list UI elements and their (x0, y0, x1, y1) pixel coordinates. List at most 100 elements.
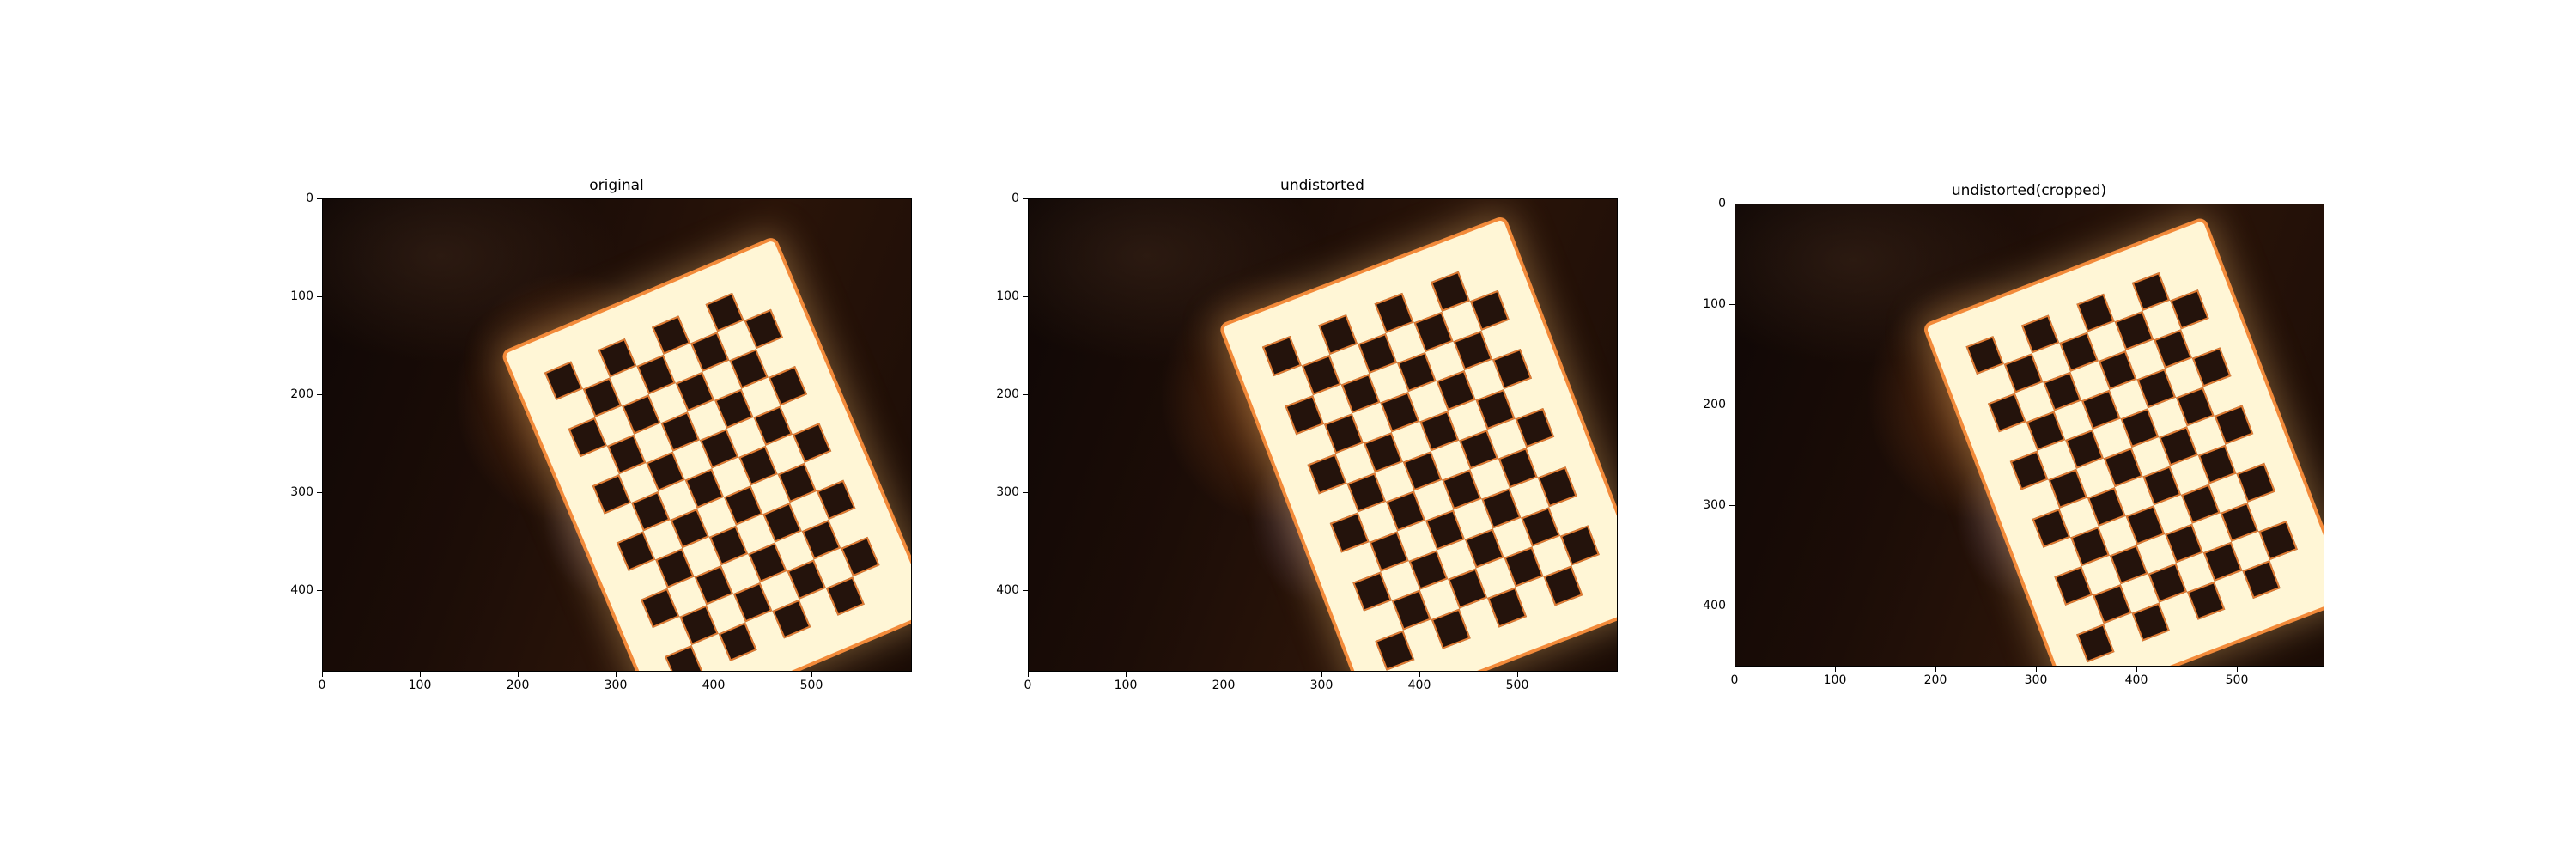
y-tick-mark (317, 296, 322, 297)
x-tick-label: 100 (1114, 679, 1138, 692)
checker-square (1285, 394, 1325, 436)
y-tick-label: 300 (1703, 498, 1726, 512)
x-tick-mark (518, 672, 519, 677)
checker-square (2043, 372, 2082, 411)
x-tick-label: 200 (506, 679, 530, 692)
checker-square (816, 479, 856, 520)
checker-square (1324, 413, 1364, 454)
x-tick-label: 400 (1407, 679, 1431, 692)
checker-square (1363, 432, 1403, 472)
x-tick-mark (2136, 667, 2137, 672)
y-tick-mark (1023, 590, 1028, 591)
checker-square (738, 445, 778, 486)
checker-square (1352, 571, 1392, 612)
checker-square (1521, 506, 1560, 547)
checker-square (1431, 608, 1471, 649)
checker-square (1397, 351, 1437, 393)
x-tick-mark (1935, 667, 1936, 672)
checker-square (568, 417, 608, 458)
checker-square (2003, 353, 2044, 393)
checker-square (2064, 430, 2104, 469)
checker-square (2186, 581, 2226, 621)
checker-square (684, 468, 725, 509)
y-tick-mark (1023, 394, 1028, 395)
checker-square (679, 605, 719, 645)
checker-square (2070, 526, 2110, 566)
checker-square (2075, 623, 2115, 663)
checker-square (2241, 559, 2281, 600)
x-tick-label: 400 (2124, 673, 2148, 687)
checker-square (748, 542, 787, 582)
checker-square (2164, 523, 2203, 564)
x-tick-label: 0 (318, 679, 326, 692)
checker-square (762, 502, 802, 543)
x-tick-label: 100 (408, 679, 432, 692)
checker-square (1318, 314, 1358, 356)
checker-square (772, 599, 811, 639)
checker-square (2103, 448, 2142, 488)
checker-square (708, 525, 749, 565)
checker-square (2175, 387, 2215, 427)
checker-square (787, 559, 826, 600)
x-tick-label: 200 (1212, 679, 1236, 692)
x-tick-mark (1835, 667, 1836, 672)
checker-square (664, 644, 704, 671)
y-tick-mark (1023, 492, 1028, 493)
x-tick-label: 500 (1505, 679, 1529, 692)
checker-square (2180, 484, 2221, 524)
x-tick-mark (1517, 672, 1518, 677)
checker-square (777, 462, 817, 503)
y-tick-mark (317, 198, 322, 199)
checker-square (2053, 565, 2093, 606)
checker-square (705, 292, 744, 332)
checker-square (2125, 505, 2165, 545)
checker-square (694, 564, 733, 606)
y-tick-label: 300 (996, 485, 1019, 499)
checker-square (1987, 393, 2026, 433)
checker-square (2075, 293, 2115, 333)
checker-square (699, 429, 739, 469)
checker-square (2220, 502, 2259, 542)
x-tick-mark (322, 672, 323, 677)
checker-square (1391, 589, 1431, 631)
y-tick-label: 200 (290, 387, 313, 401)
y-tick-mark (1729, 304, 1735, 305)
y-tick-label: 200 (996, 387, 1019, 401)
checker-square (598, 338, 637, 378)
checker-square (592, 474, 632, 515)
checker-square (724, 485, 763, 526)
checker-square (1475, 389, 1516, 430)
checker-square (655, 548, 695, 588)
checker-square (2214, 405, 2253, 445)
x-tick-mark (1419, 672, 1420, 677)
checker-square (753, 405, 793, 446)
checker-square (2048, 468, 2087, 509)
checker-square (2258, 520, 2298, 560)
checker-square (2153, 329, 2192, 369)
checker-square (732, 582, 773, 622)
x-tick-label: 300 (604, 679, 628, 692)
checker-square (1464, 527, 1504, 569)
checker-square (616, 531, 656, 571)
y-tick-mark (1023, 296, 1028, 297)
checker-square (1537, 466, 1577, 507)
panel-title: undistorted(cropped) (1951, 182, 2107, 199)
y-tick-label: 100 (290, 289, 313, 303)
checker-square (2120, 408, 2160, 448)
checker-square (582, 377, 623, 418)
y-tick-label: 0 (1012, 192, 1019, 205)
checker-square (2109, 545, 2148, 584)
checker-square (2032, 508, 2071, 548)
checker-square (1498, 448, 1538, 489)
checker-square (544, 361, 583, 401)
checker-square (1453, 330, 1493, 371)
checker-square (2131, 271, 2171, 312)
checker-square (1369, 531, 1409, 572)
checker-square (1358, 333, 1398, 374)
checker-square (670, 508, 709, 549)
image-axes (322, 198, 912, 672)
checker-square (1386, 490, 1426, 532)
checker-square (1469, 289, 1510, 331)
checker-square (651, 315, 691, 356)
checker-square (1419, 411, 1460, 451)
